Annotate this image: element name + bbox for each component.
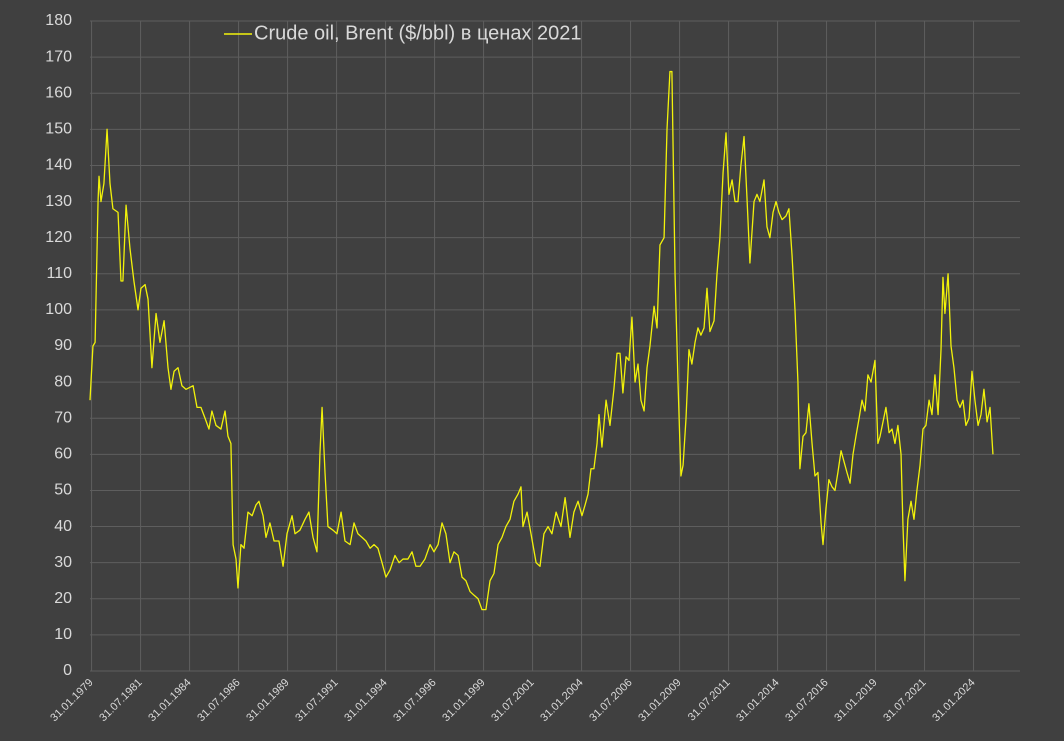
y-tick-label: 170 <box>45 48 72 65</box>
y-tick-label: 20 <box>54 590 72 607</box>
y-tick-label: 60 <box>54 446 72 463</box>
y-tick-label: 90 <box>54 337 72 354</box>
y-tick-label: 150 <box>45 121 72 138</box>
y-tick-label: 40 <box>54 518 72 535</box>
y-tick-label: 30 <box>54 554 72 571</box>
y-tick-label: 10 <box>54 626 72 643</box>
y-tick-label: 80 <box>54 373 72 390</box>
y-tick-label: 180 <box>45 12 72 29</box>
y-tick-label: 100 <box>45 301 72 318</box>
y-tick-label: 70 <box>54 409 72 426</box>
y-tick-label: 160 <box>45 84 72 101</box>
y-tick-label: 110 <box>46 265 72 282</box>
y-tick-label: 120 <box>45 229 72 246</box>
y-tick-label: 50 <box>54 482 72 499</box>
y-tick-label: 0 <box>63 662 72 679</box>
legend-label: Crude oil, Brent ($/bbl) в ценах 2021 <box>254 22 582 44</box>
y-tick-label: 130 <box>45 193 72 210</box>
y-tick-label: 140 <box>45 157 72 174</box>
data-line <box>89 70 994 611</box>
